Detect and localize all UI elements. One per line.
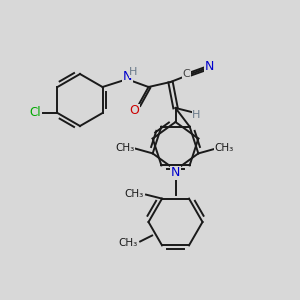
Text: Cl: Cl bbox=[30, 106, 41, 119]
Text: CH₃: CH₃ bbox=[124, 189, 144, 199]
Text: N: N bbox=[205, 61, 214, 74]
Text: C: C bbox=[183, 69, 190, 79]
Text: N: N bbox=[123, 70, 132, 83]
Text: CH₃: CH₃ bbox=[118, 238, 138, 248]
Text: CH₃: CH₃ bbox=[115, 143, 134, 153]
Text: O: O bbox=[130, 104, 140, 118]
Text: CH₃: CH₃ bbox=[215, 143, 234, 153]
Text: H: H bbox=[129, 67, 138, 77]
Text: H: H bbox=[192, 110, 201, 120]
Text: N: N bbox=[171, 167, 180, 179]
